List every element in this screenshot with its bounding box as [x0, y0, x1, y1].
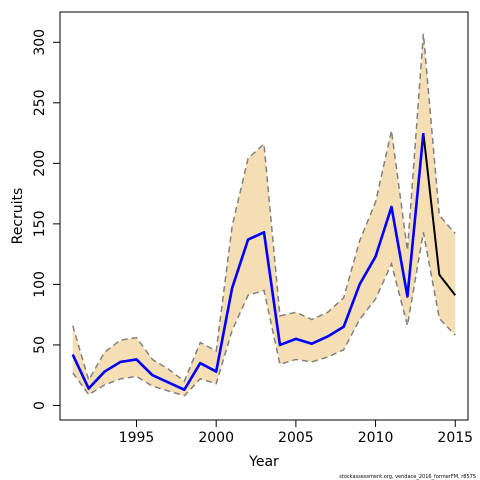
x-tick-label: 2010 [358, 430, 394, 446]
y-tick-label: 150 [32, 211, 48, 238]
x-tick-label: 1995 [119, 430, 155, 446]
y-tick-label: 0 [32, 401, 48, 410]
x-tick-label: 2000 [198, 430, 234, 446]
y-tick-label: 100 [32, 271, 48, 298]
lower-bound-line [72, 232, 456, 397]
y-tick-label: 250 [32, 89, 48, 116]
y-tick-label: 200 [32, 150, 48, 177]
y-tick-label: 50 [32, 336, 48, 354]
x-axis: 1995 2000 2005 2010 2015 [119, 419, 473, 446]
y-axis: 0 50 100 150 200 250 300 [32, 29, 61, 410]
recruits-estimate-line [71, 132, 425, 392]
y-axis-title: Recruits [10, 188, 26, 245]
series-layer [71, 132, 457, 392]
source-credit: stockassessment.org, vendace_2016_former… [339, 474, 476, 480]
y-tick-label: 300 [32, 29, 48, 56]
x-axis-title: Year [248, 454, 279, 470]
x-tick-label: 2005 [278, 430, 314, 446]
upper-bound-line [72, 33, 456, 383]
confidence-interval-layer [72, 33, 456, 397]
x-tick-label: 2015 [437, 430, 473, 446]
confidence-interval-band [72, 33, 456, 396]
